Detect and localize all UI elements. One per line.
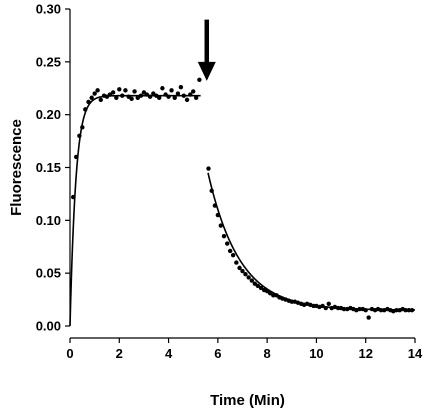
data-point (98, 97, 104, 103)
data-point (227, 248, 233, 254)
x-tick-label: 10 (309, 346, 323, 361)
x-tick-label: 12 (358, 346, 372, 361)
data-point (132, 89, 137, 94)
data-point (181, 93, 187, 98)
y-axis-label: Fluorescence (8, 119, 25, 216)
data-point (406, 307, 412, 313)
fit-curve-rise (69, 94, 201, 327)
x-tick-label: 4 (165, 346, 173, 361)
data-point (341, 306, 347, 312)
data-point (197, 77, 202, 82)
data-point (114, 95, 119, 100)
data-point (403, 307, 408, 313)
data-point (212, 203, 218, 208)
x-tick-label: 0 (66, 346, 73, 361)
data-point (178, 84, 184, 90)
data-point (246, 275, 251, 280)
x-tick-label: 8 (264, 346, 271, 361)
y-tick-label: 0.00 (36, 319, 61, 334)
data-point (225, 241, 230, 246)
data-point (144, 92, 150, 97)
data-point (95, 88, 100, 93)
data-point (378, 307, 384, 313)
data-point (363, 307, 368, 313)
data-point (123, 88, 128, 93)
data-point (193, 95, 199, 100)
data-point (71, 194, 76, 200)
data-point (107, 92, 113, 97)
y-tick-label: 0.20 (36, 107, 61, 122)
data-point (83, 107, 88, 112)
x-tick-label: 2 (116, 346, 123, 361)
data-point (209, 188, 214, 193)
y-tick-label: 0.25 (36, 54, 61, 69)
fit-curves (69, 94, 415, 327)
data-point (129, 96, 134, 102)
y-tick-label: 0.10 (36, 213, 61, 228)
data-point (92, 91, 97, 96)
data-point (191, 89, 196, 94)
data-point (323, 305, 328, 311)
data-point (80, 125, 85, 130)
data-point (73, 154, 79, 160)
data-point (110, 90, 116, 95)
data-point (77, 133, 82, 138)
y-tick-label: 0.15 (36, 160, 61, 175)
data-point (320, 303, 325, 309)
data-point (258, 285, 264, 291)
data-point (221, 233, 227, 239)
data-point (409, 307, 415, 313)
x-tick-label: 6 (214, 346, 221, 361)
data-point (160, 86, 165, 91)
data-points (71, 77, 415, 320)
fit-curve-decay (207, 172, 415, 311)
data-point (230, 253, 236, 258)
data-point (267, 291, 273, 296)
data-point (234, 260, 239, 265)
y-axis-ticks: 0.00 0.05 0.10 0.15 0.20 0.25 0.30 (36, 2, 70, 334)
data-point (249, 278, 255, 283)
x-axis-ticks: 0 2 4 6 8 10 12 14 (66, 338, 423, 361)
data-point (394, 307, 399, 313)
data-point (147, 94, 153, 99)
data-point (240, 268, 245, 274)
arrow-annotation (197, 19, 216, 81)
data-point (366, 315, 371, 320)
x-tick-label: 14 (408, 346, 423, 361)
data-point (89, 95, 94, 100)
data-point (215, 212, 221, 218)
data-point (117, 87, 122, 92)
data-point (206, 166, 211, 171)
data-point (135, 95, 140, 100)
data-point (120, 93, 125, 98)
data-point (237, 265, 242, 271)
arrow-head (197, 61, 216, 81)
y-tick-label: 0.05 (36, 266, 61, 281)
data-point (271, 293, 276, 298)
data-point (184, 97, 190, 103)
data-point (188, 92, 193, 97)
data-point (86, 99, 91, 105)
data-point (166, 94, 171, 99)
data-point (255, 283, 260, 289)
data-point (357, 306, 362, 312)
data-point (169, 88, 174, 93)
data-point (326, 301, 331, 307)
data-point (243, 272, 248, 277)
data-point (138, 93, 144, 98)
data-point (172, 95, 177, 100)
data-point (218, 223, 224, 228)
data-point (175, 91, 181, 96)
data-point (157, 95, 162, 100)
axes: 0.00 0.05 0.10 0.15 0.20 0.25 0.30 0 2 4 6 8 10 12 14 (36, 2, 423, 362)
x-axis-label: Time (Min) (210, 392, 285, 409)
y-tick-label: 0.30 (36, 2, 61, 17)
